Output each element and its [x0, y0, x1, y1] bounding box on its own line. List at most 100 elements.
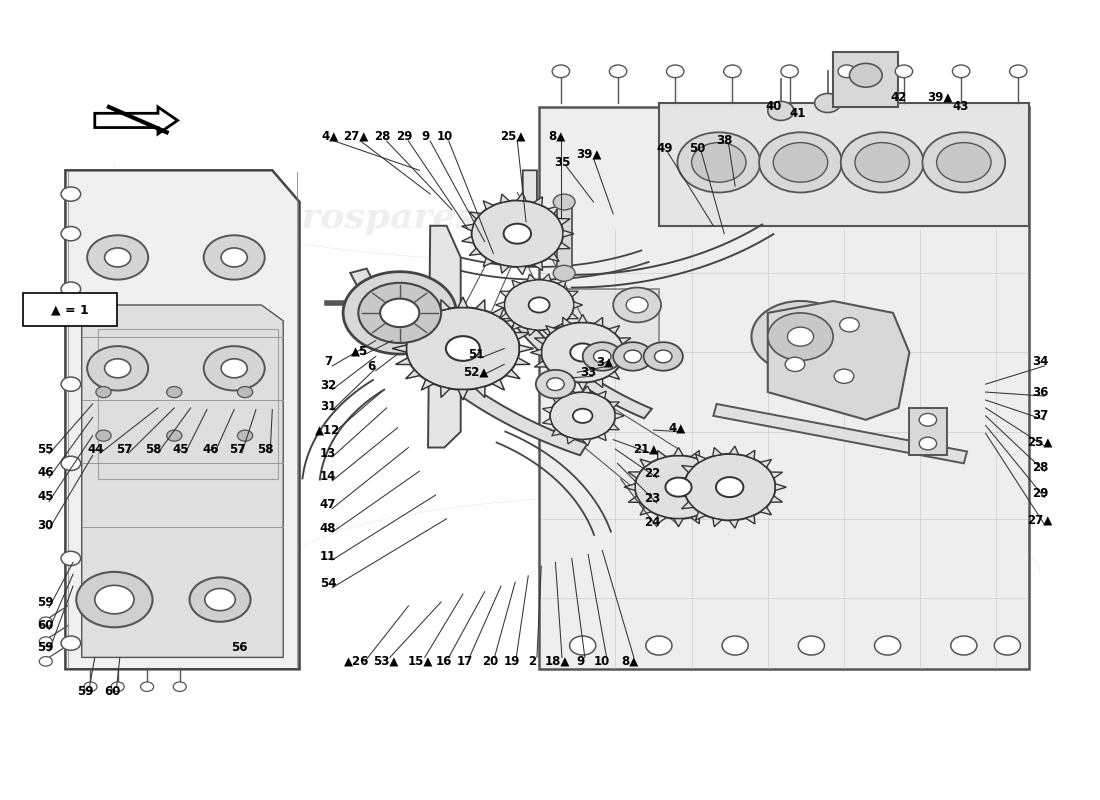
Text: eurospares: eurospares: [253, 201, 476, 235]
Polygon shape: [492, 307, 505, 318]
Circle shape: [111, 682, 124, 691]
Polygon shape: [95, 107, 177, 134]
Text: 36: 36: [1032, 386, 1048, 398]
Circle shape: [838, 65, 856, 78]
Text: ▲12: ▲12: [316, 423, 341, 437]
Text: 10: 10: [594, 655, 610, 668]
Circle shape: [1010, 65, 1027, 78]
Polygon shape: [500, 194, 509, 202]
Circle shape: [722, 636, 748, 655]
Polygon shape: [519, 345, 534, 352]
Polygon shape: [695, 454, 706, 462]
Text: 33: 33: [580, 366, 596, 378]
Polygon shape: [658, 515, 667, 524]
Text: 46: 46: [202, 442, 219, 456]
Polygon shape: [534, 262, 542, 270]
Polygon shape: [568, 388, 575, 395]
Polygon shape: [441, 386, 450, 398]
Text: 23: 23: [645, 493, 660, 506]
Polygon shape: [548, 254, 559, 262]
Text: 18▲: 18▲: [544, 655, 570, 668]
Polygon shape: [462, 237, 473, 243]
Polygon shape: [594, 318, 603, 326]
Text: 58: 58: [145, 442, 162, 456]
Polygon shape: [615, 413, 624, 419]
Polygon shape: [527, 329, 536, 336]
Polygon shape: [514, 318, 652, 418]
Polygon shape: [624, 350, 635, 356]
Circle shape: [864, 86, 890, 105]
Polygon shape: [421, 307, 433, 318]
Text: 30: 30: [37, 518, 54, 532]
Circle shape: [609, 65, 627, 78]
Text: eurospares: eurospares: [580, 494, 803, 528]
Polygon shape: [527, 274, 536, 281]
Circle shape: [759, 132, 842, 193]
Circle shape: [104, 359, 131, 378]
Polygon shape: [640, 459, 651, 467]
Circle shape: [768, 313, 833, 360]
Text: 59: 59: [37, 642, 54, 654]
Circle shape: [141, 682, 154, 691]
Text: 27▲: 27▲: [1027, 514, 1053, 527]
Polygon shape: [546, 371, 557, 379]
Text: 49: 49: [656, 142, 672, 154]
Text: 60: 60: [104, 685, 120, 698]
Circle shape: [849, 63, 882, 87]
Polygon shape: [552, 396, 561, 402]
Polygon shape: [722, 484, 733, 490]
Polygon shape: [729, 520, 738, 528]
Text: 32: 32: [320, 379, 336, 392]
Text: ▲26: ▲26: [343, 655, 368, 668]
Polygon shape: [396, 333, 410, 339]
Polygon shape: [483, 258, 494, 266]
Circle shape: [87, 235, 148, 280]
Polygon shape: [597, 434, 606, 441]
Circle shape: [920, 414, 936, 426]
Polygon shape: [609, 424, 619, 430]
Polygon shape: [563, 318, 571, 326]
Polygon shape: [517, 266, 526, 274]
Polygon shape: [406, 318, 420, 327]
Circle shape: [96, 430, 111, 441]
Circle shape: [96, 386, 111, 398]
Circle shape: [552, 65, 570, 78]
Polygon shape: [682, 502, 693, 509]
Polygon shape: [548, 206, 559, 214]
Polygon shape: [530, 350, 541, 356]
Circle shape: [654, 350, 672, 362]
Text: 8▲: 8▲: [548, 130, 565, 142]
Polygon shape: [760, 459, 771, 467]
Text: 53▲: 53▲: [373, 655, 398, 668]
Text: 35: 35: [553, 156, 570, 169]
Circle shape: [359, 282, 441, 343]
Text: 4▲: 4▲: [321, 130, 339, 142]
Circle shape: [692, 142, 746, 182]
Text: 9: 9: [576, 655, 584, 668]
Polygon shape: [760, 507, 771, 515]
Polygon shape: [558, 242, 570, 249]
Text: 56: 56: [231, 642, 248, 654]
Circle shape: [994, 636, 1021, 655]
Circle shape: [840, 132, 924, 193]
Circle shape: [624, 350, 641, 362]
Polygon shape: [552, 429, 561, 436]
Circle shape: [613, 287, 661, 322]
Text: 11: 11: [320, 550, 336, 562]
Polygon shape: [582, 386, 591, 393]
Polygon shape: [539, 289, 659, 349]
Circle shape: [343, 272, 456, 354]
Circle shape: [613, 342, 652, 370]
Text: 40: 40: [766, 101, 781, 114]
Polygon shape: [674, 518, 683, 526]
Text: 15▲: 15▲: [408, 655, 433, 668]
Circle shape: [773, 142, 827, 182]
Circle shape: [570, 636, 596, 655]
Circle shape: [204, 346, 265, 390]
Text: 48: 48: [320, 522, 337, 535]
Text: 20: 20: [482, 655, 498, 668]
Polygon shape: [658, 450, 667, 459]
Circle shape: [788, 327, 814, 346]
Circle shape: [173, 682, 186, 691]
Polygon shape: [770, 496, 782, 502]
